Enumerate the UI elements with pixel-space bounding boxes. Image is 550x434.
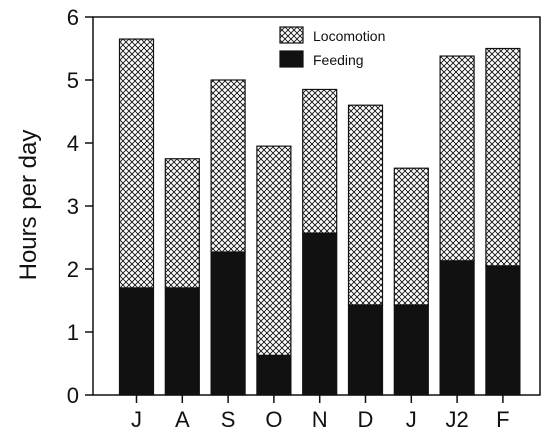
y-tick-label: 0 <box>67 383 79 408</box>
plot-area: 0 1 2 3 4 5 6 J A S O N D J J2 F <box>67 5 541 432</box>
x-tick-label: A <box>175 407 190 429</box>
bar-feeding <box>210 251 246 396</box>
legend: Locomotion Feeding <box>279 26 385 68</box>
bar-feeding <box>393 304 429 396</box>
x-tick-label: J2 <box>445 407 468 429</box>
bar-locomotion <box>439 55 475 262</box>
x-tick-label: J <box>406 407 417 429</box>
legend-label-locomotion: Locomotion <box>313 28 385 44</box>
x-tick-label: J <box>131 407 142 429</box>
y-axis-label: Hours per day <box>15 130 42 281</box>
legend-swatch-locomotion <box>279 26 304 44</box>
y-tick-label: 2 <box>67 257 79 282</box>
x-tick-label: O <box>265 407 282 429</box>
bar-feeding <box>164 287 200 396</box>
y-tick-label: 1 <box>67 320 79 345</box>
y-tick-label: 6 <box>67 5 79 30</box>
bar-feeding <box>439 260 475 396</box>
y-tick-label: 5 <box>67 68 79 93</box>
bar-locomotion <box>347 104 384 306</box>
bar-locomotion <box>302 88 338 234</box>
bar-locomotion <box>210 79 246 253</box>
bar-locomotion <box>256 145 292 356</box>
y-tick-label: 4 <box>67 131 79 156</box>
bar-feeding <box>347 304 384 396</box>
bar-locomotion <box>164 158 200 289</box>
legend-swatch-feeding <box>279 50 304 68</box>
bar-locomotion <box>485 47 521 267</box>
bar-feeding <box>485 265 521 396</box>
x-tick-label: D <box>358 407 374 429</box>
x-tick-label: N <box>312 407 328 429</box>
bar-feeding <box>302 232 338 396</box>
legend-label-feeding: Feeding <box>313 52 364 68</box>
bar-feeding <box>256 354 292 396</box>
x-tick-label: S <box>221 407 236 429</box>
x-tick-label: F <box>496 407 509 429</box>
bar-locomotion <box>393 167 429 306</box>
y-tick-label: 3 <box>67 194 79 219</box>
bar-feeding <box>118 287 155 396</box>
bar-locomotion <box>118 38 155 289</box>
